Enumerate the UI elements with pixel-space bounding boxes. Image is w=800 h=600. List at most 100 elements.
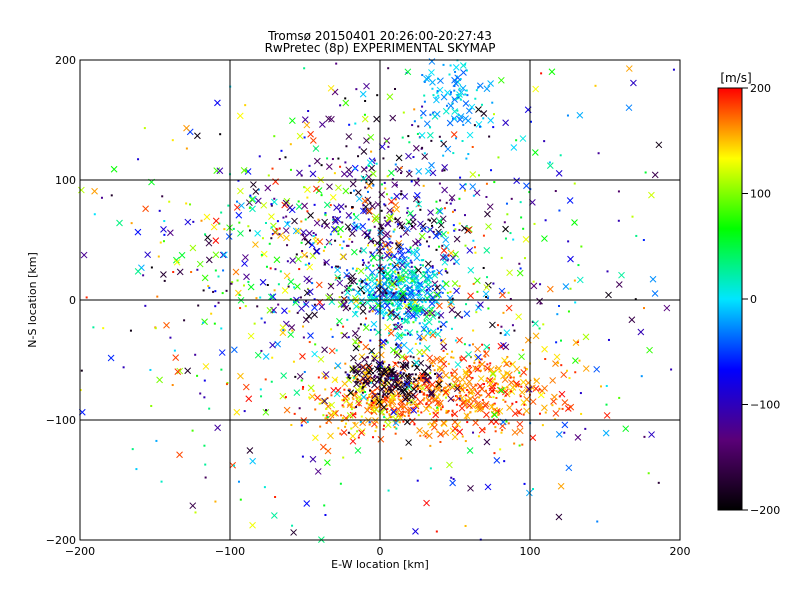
data-point-dot [288, 310, 291, 313]
data-point-x [373, 115, 380, 123]
data-point-x [415, 238, 422, 245]
data-point-x [482, 350, 490, 357]
data-point-dot [447, 409, 450, 412]
data-point-dot [597, 152, 600, 155]
data-point-dot [509, 362, 512, 365]
data-point-dot [359, 302, 362, 305]
data-point-dot [402, 111, 405, 114]
data-point-x [505, 304, 513, 312]
data-point-dot [303, 370, 306, 373]
data-point-x [403, 379, 411, 387]
data-point-dot [225, 383, 228, 386]
data-point-dot [388, 316, 391, 319]
data-point-dot [135, 468, 138, 471]
data-point-x [317, 355, 325, 363]
data-point-dot [355, 267, 358, 270]
data-point-x [408, 393, 415, 400]
data-point-dot [356, 370, 359, 373]
data-point-x [330, 226, 338, 233]
data-point-dot [431, 266, 434, 269]
data-point-x [463, 412, 471, 420]
data-point-dot [497, 413, 500, 416]
data-point-dot [144, 304, 147, 307]
data-point-dot [278, 157, 281, 160]
data-point-dot [357, 327, 360, 330]
data-point-dot [388, 237, 391, 240]
data-point-dot [366, 278, 369, 281]
data-point-dot [395, 242, 398, 245]
data-point-x [359, 207, 367, 215]
data-point-dot [301, 455, 304, 458]
data-point-x [358, 429, 365, 437]
data-point-x [440, 419, 448, 427]
data-point-dot [452, 224, 455, 227]
data-point-x [201, 274, 209, 282]
data-point-dot [320, 164, 323, 167]
data-point-x [342, 304, 350, 312]
data-point-x [333, 204, 340, 212]
data-point-dot [194, 353, 197, 356]
data-point-dot [400, 377, 403, 380]
data-point-dot [203, 396, 206, 399]
data-point-x [572, 339, 580, 346]
data-point-dot [445, 201, 448, 204]
data-point-dot [453, 89, 456, 92]
data-point-x [376, 263, 383, 271]
data-point-x [279, 324, 287, 331]
data-point-dot [382, 314, 385, 317]
data-point-dot [399, 235, 402, 238]
data-point-dot [541, 424, 544, 427]
data-point-dot [410, 250, 413, 253]
data-point-x [366, 159, 374, 166]
data-point-x [184, 367, 192, 375]
data-point-x [630, 79, 637, 87]
data-point-x [506, 404, 513, 412]
data-point-dot [423, 319, 426, 322]
data-point-x [483, 284, 491, 291]
data-point-dot [370, 379, 373, 382]
data-point-x [326, 183, 333, 191]
data-point-dot [335, 62, 338, 65]
data-point-dot [397, 271, 400, 274]
data-point-x [309, 455, 317, 463]
data-point-dot [386, 411, 389, 414]
data-point-x [362, 324, 370, 331]
data-point-x [364, 376, 372, 383]
data-point-dot [415, 286, 418, 289]
data-point-x [269, 341, 276, 349]
data-point-x [359, 308, 367, 315]
data-point-dot [448, 383, 451, 386]
data-point-dot [274, 268, 277, 271]
y-tick-label: −100 [46, 414, 76, 427]
data-point-dot [398, 421, 401, 424]
data-point-dot [403, 393, 406, 396]
data-point-dot [214, 305, 217, 308]
data-point-dot [554, 190, 557, 193]
data-point-dot [558, 209, 561, 212]
data-point-dot [424, 301, 427, 304]
data-point-dot [407, 414, 410, 417]
data-point-x [332, 218, 339, 225]
data-point-x [405, 307, 412, 315]
data-point-dot [163, 220, 166, 223]
data-point-x [453, 287, 460, 295]
data-point-x [393, 261, 400, 269]
data-point-dot [440, 408, 443, 411]
data-point-dot [370, 277, 373, 280]
data-point-dot [580, 412, 583, 415]
data-point-dot [416, 405, 419, 408]
data-point-x [435, 291, 442, 298]
data-point-dot [374, 393, 377, 396]
data-point-x [370, 402, 378, 410]
data-point-dot [414, 373, 417, 376]
data-point-x [451, 368, 459, 375]
data-point-dot [443, 207, 446, 210]
data-point-dot [237, 179, 240, 182]
data-point-dot [411, 225, 414, 228]
data-point-dot [375, 295, 378, 298]
data-point-dot [495, 396, 498, 399]
data-point-dot [453, 209, 456, 212]
data-point-dot [222, 269, 225, 272]
data-point-dot [523, 403, 526, 406]
data-point-x [562, 283, 570, 290]
